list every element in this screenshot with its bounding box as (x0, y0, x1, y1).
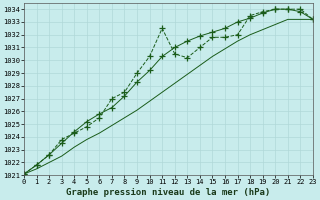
X-axis label: Graphe pression niveau de la mer (hPa): Graphe pression niveau de la mer (hPa) (66, 188, 271, 197)
